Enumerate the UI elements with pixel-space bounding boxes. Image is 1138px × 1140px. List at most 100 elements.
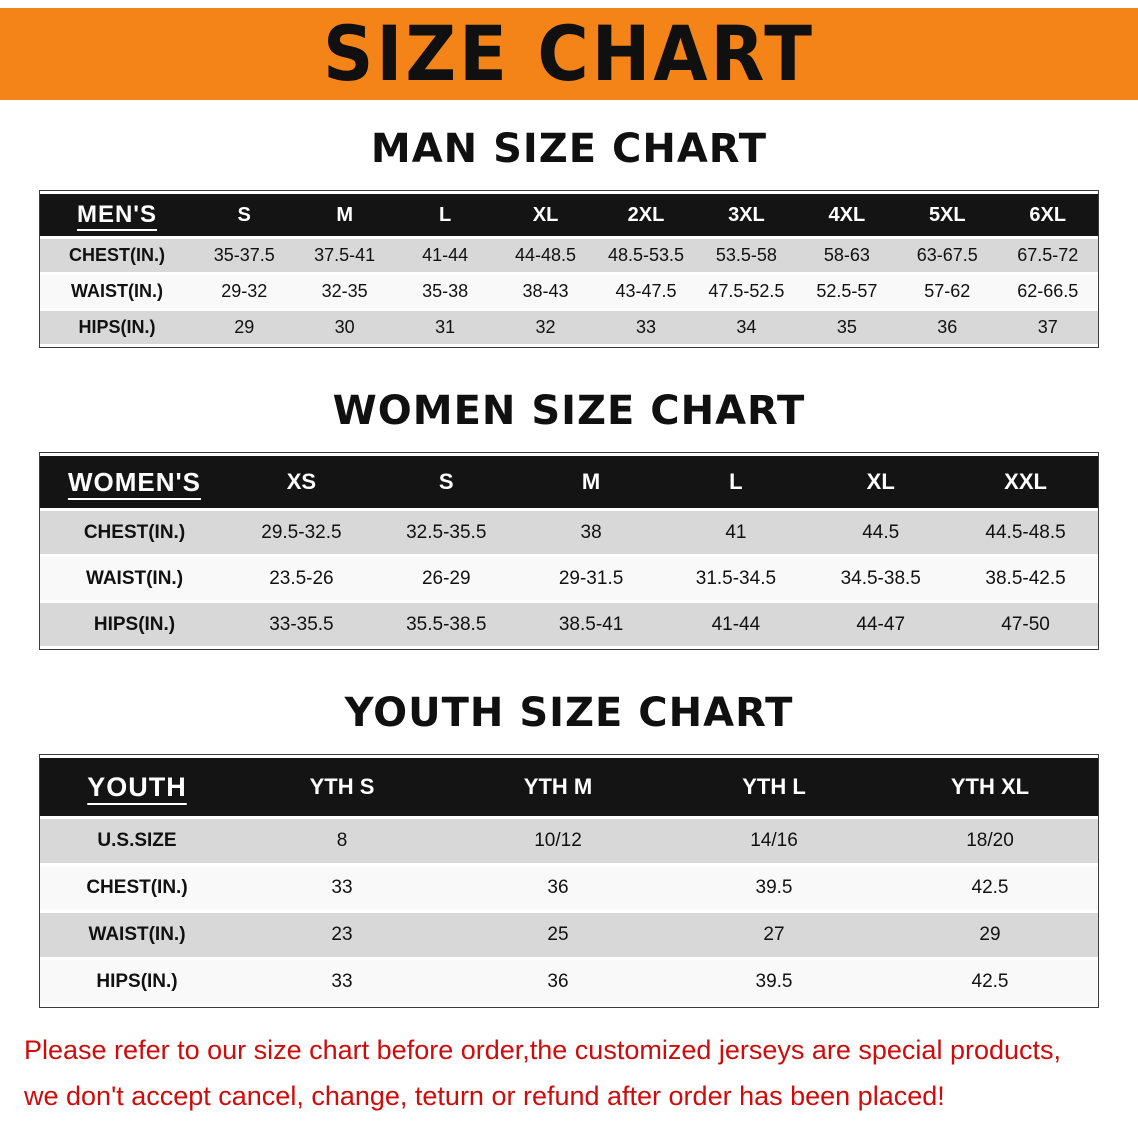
youth-value-cell: 39.5 (666, 960, 882, 1004)
men-value-cell: 62-66.5 (997, 275, 1098, 308)
youth-value-cell: 27 (666, 913, 882, 957)
men-row: HIPS(IN.) 29 30 31 32 33 34 35 36 37 (40, 311, 1098, 344)
men-header-row: MEN'S S M L XL 2XL 3XL 4XL 5XL 6XL (40, 194, 1098, 236)
youth-row: U.S.SIZE 8 10/12 14/16 18/20 (40, 819, 1098, 863)
disclaimer-text: Please refer to our size chart before or… (24, 1028, 1114, 1120)
men-value-cell: 29 (194, 311, 295, 344)
men-value-cell: 32 (495, 311, 596, 344)
men-value-cell: 35-37.5 (194, 239, 295, 272)
men-row-label: CHEST(IN.) (40, 239, 194, 272)
men-row-label: HIPS(IN.) (40, 311, 194, 344)
men-value-cell: 35-38 (394, 275, 496, 308)
youth-size-header: YTH S (234, 758, 450, 816)
youth-row: CHEST(IN.) 33 36 39.5 42.5 (40, 866, 1098, 910)
women-header-row: WOMEN'S XS S M L XL XXL (40, 456, 1098, 508)
youth-size-header: YTH M (450, 758, 666, 816)
women-row: HIPS(IN.) 33-35.5 35.5-38.5 38.5-41 41-44 44-… (40, 603, 1098, 646)
youth-value-cell: 10/12 (450, 819, 666, 863)
women-size-header: S (373, 456, 519, 508)
women-value-cell: 29-31.5 (518, 557, 664, 600)
women-value-cell: 47-50 (953, 603, 1098, 646)
women-row-label: CHEST(IN.) (40, 511, 229, 554)
size-chart-banner: SIZE CHART (0, 8, 1138, 100)
women-value-cell: 38.5-42.5 (953, 557, 1098, 600)
women-value-cell: 23.5-26 (229, 557, 374, 600)
men-size-header: XL (495, 194, 596, 236)
men-row: WAIST(IN.) 29-32 32-35 35-38 38-43 43-47.5 47.… (40, 275, 1098, 308)
youth-size-header: YTH XL (882, 758, 1098, 816)
disclaimer-line-1: Please refer to our size chart before or… (24, 1035, 1062, 1065)
youth-row: WAIST(IN.) 23 25 27 29 (40, 913, 1098, 957)
youth-header-row: YOUTH YTH S YTH M YTH L YTH XL (40, 758, 1098, 816)
men-value-cell: 48.5-53.5 (595, 239, 697, 272)
men-value-cell: 57-62 (897, 275, 998, 308)
women-corner-label: WOMEN'S (40, 456, 229, 508)
women-size-header: XS (229, 456, 374, 508)
men-size-header: M (294, 194, 395, 236)
youth-size-table: YOUTH YTH S YTH M YTH L YTH XL U.S.SIZE 8 10/12… (39, 754, 1099, 1008)
men-value-cell: 30 (294, 311, 395, 344)
women-size-header: M (518, 456, 664, 508)
women-value-cell: 41 (663, 511, 809, 554)
women-value-cell: 41-44 (663, 603, 809, 646)
youth-value-cell: 14/16 (666, 819, 882, 863)
women-value-cell: 29.5-32.5 (229, 511, 374, 554)
men-size-table: MEN'S S M L XL 2XL 3XL 4XL 5XL 6XL CHEST(IN.) 35-37… (39, 190, 1099, 348)
men-value-cell: 37 (997, 311, 1098, 344)
women-row-label: WAIST(IN.) (40, 557, 229, 600)
youth-value-cell: 36 (450, 960, 666, 1004)
men-value-cell: 43-47.5 (595, 275, 697, 308)
men-corner-label: MEN'S (40, 194, 194, 236)
women-value-cell: 32.5-35.5 (373, 511, 519, 554)
men-value-cell: 29-32 (194, 275, 295, 308)
men-size-header: S (194, 194, 295, 236)
youth-row-label: HIPS(IN.) (40, 960, 234, 1004)
youth-value-cell: 29 (882, 913, 1098, 957)
youth-value-cell: 18/20 (882, 819, 1098, 863)
men-size-header: 3XL (696, 194, 797, 236)
men-value-cell: 35 (796, 311, 898, 344)
women-row: WAIST(IN.) 23.5-26 26-29 29-31.5 31.5-34.5 34… (40, 557, 1098, 600)
youth-corner-label: YOUTH (40, 758, 234, 816)
men-value-cell: 33 (595, 311, 697, 344)
women-value-cell: 38.5-41 (518, 603, 664, 646)
men-value-cell: 41-44 (394, 239, 496, 272)
men-size-header: 2XL (595, 194, 697, 236)
women-size-header: XL (808, 456, 954, 508)
youth-section-heading: YOUTH SIZE CHART (344, 690, 794, 736)
women-size-table: WOMEN'S XS S M L XL XXL CHEST(IN.) 29.5-32.5 32.5… (39, 452, 1099, 650)
youth-value-cell: 42.5 (882, 960, 1098, 1004)
men-value-cell: 32-35 (294, 275, 395, 308)
men-size-header: 4XL (796, 194, 898, 236)
women-size-header: XXL (953, 456, 1098, 508)
men-value-cell: 44-48.5 (495, 239, 596, 272)
women-value-cell: 35.5-38.5 (373, 603, 519, 646)
men-value-cell: 67.5-72 (997, 239, 1098, 272)
youth-value-cell: 42.5 (882, 866, 1098, 910)
youth-table: YOUTH YTH S YTH M YTH L YTH XL U.S.SIZE 8 10/12… (40, 755, 1098, 1007)
youth-size-header: YTH L (666, 758, 882, 816)
men-value-cell: 37.5-41 (294, 239, 395, 272)
men-size-header: 5XL (897, 194, 998, 236)
youth-value-cell: 23 (234, 913, 450, 957)
men-value-cell: 31 (394, 311, 496, 344)
page-title: SIZE CHART (322, 9, 816, 99)
men-table: MEN'S S M L XL 2XL 3XL 4XL 5XL 6XL CHEST(IN.) 35-37… (40, 191, 1098, 347)
women-value-cell: 33-35.5 (229, 603, 374, 646)
women-row-label: HIPS(IN.) (40, 603, 229, 646)
women-value-cell: 44.5 (808, 511, 954, 554)
women-section-heading: WOMEN SIZE CHART (332, 388, 806, 434)
women-value-cell: 31.5-34.5 (663, 557, 809, 600)
men-value-cell: 47.5-52.5 (696, 275, 797, 308)
men-value-cell: 52.5-57 (796, 275, 898, 308)
youth-value-cell: 8 (234, 819, 450, 863)
men-size-header: 6XL (997, 194, 1098, 236)
youth-value-cell: 39.5 (666, 866, 882, 910)
disclaimer-line-2: we don't accept cancel, change, teturn o… (24, 1080, 945, 1111)
men-value-cell: 63-67.5 (897, 239, 998, 272)
women-value-cell: 44-47 (808, 603, 954, 646)
men-row-label: WAIST(IN.) (40, 275, 194, 308)
women-value-cell: 34.5-38.5 (808, 557, 954, 600)
men-row: CHEST(IN.) 35-37.5 37.5-41 41-44 44-48.5 48.5… (40, 239, 1098, 272)
men-value-cell: 38-43 (495, 275, 596, 308)
